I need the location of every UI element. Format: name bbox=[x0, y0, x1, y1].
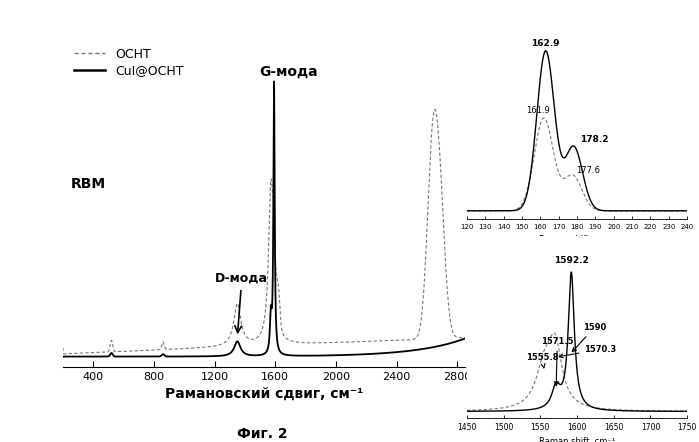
Text: 1590: 1590 bbox=[572, 323, 606, 351]
Text: 1592.2: 1592.2 bbox=[554, 255, 589, 265]
X-axis label: Raman shift, cm⁻¹: Raman shift, cm⁻¹ bbox=[539, 235, 615, 244]
Text: D-мода: D-мода bbox=[215, 272, 268, 332]
Text: 1555.8: 1555.8 bbox=[526, 353, 558, 368]
Text: Фиг. 2: Фиг. 2 bbox=[237, 427, 287, 441]
Text: 178.2: 178.2 bbox=[579, 135, 608, 144]
X-axis label: Рамановский сдвиг, см⁻¹: Рамановский сдвиг, см⁻¹ bbox=[165, 387, 363, 401]
Text: RBM: RBM bbox=[71, 177, 106, 191]
Text: 1570.3: 1570.3 bbox=[559, 345, 617, 358]
Text: 1571.5: 1571.5 bbox=[541, 336, 574, 385]
Text: 177.6: 177.6 bbox=[576, 166, 600, 175]
X-axis label: Raman shift, cm⁻¹: Raman shift, cm⁻¹ bbox=[539, 437, 615, 442]
Legend: ОСНТ, CuI@ОСНТ: ОСНТ, CuI@ОСНТ bbox=[69, 43, 189, 82]
Text: G-мода: G-мода bbox=[259, 65, 318, 79]
Text: 162.9: 162.9 bbox=[531, 39, 560, 49]
Text: 161.9: 161.9 bbox=[526, 107, 549, 115]
